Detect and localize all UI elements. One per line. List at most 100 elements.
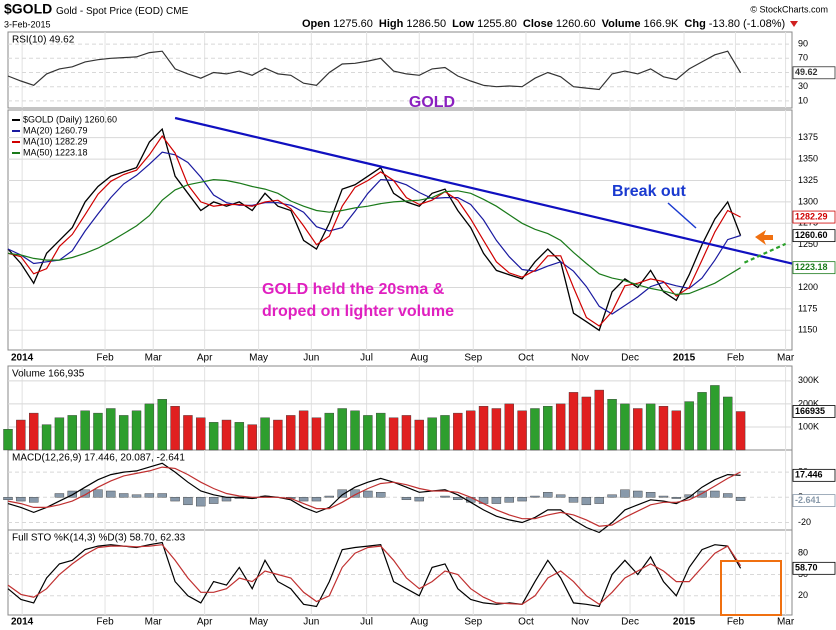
bar [453,412,463,451]
line [7,544,742,606]
bar [376,412,386,451]
line [7,466,741,527]
bar [645,492,656,498]
x-tick-label: May [249,617,268,628]
x-tick-label: Apr [197,353,213,364]
bar [594,389,604,451]
bar [29,497,39,503]
x-tick-label: Feb [727,353,745,364]
bar [735,411,746,451]
y-tick-label: 1150 [798,325,817,335]
bar [157,399,167,451]
bar [273,419,283,451]
line [7,178,741,296]
panel-title: Volume 166,935 [12,369,85,380]
bar [337,489,347,498]
legend-label: MA(20) 1260.79 [23,125,88,135]
breakout-annotation: Break out [612,183,686,200]
end-tag [792,561,836,575]
x-tick-label: Jun [303,617,319,628]
y-tick-label: 1250 [798,239,818,249]
panel-title: MACD(12,26,9) 17.446, 20.087, -2.641 [12,453,185,464]
y-tick-label: 1325 [798,175,818,185]
x-tick-label: Mar [145,353,163,364]
quote-line: Open 1275.60 High 1286.50 Low 1255.80 Close 126… [302,18,785,30]
bar [478,405,489,451]
end-tag-label: 58.70 [795,563,818,573]
y-tick-label: 20 [798,590,808,600]
y-tick-label: 300K [798,375,819,385]
bar [453,497,463,501]
x-tick-label: Oct [518,617,534,628]
bar [106,408,116,451]
bar [363,415,373,451]
legend-label: $GOLD (Daily) 1260.60 [23,114,117,124]
bar [3,429,13,451]
x-tick-label: 2015 [673,617,696,628]
x-tick-label: 2014 [11,353,34,364]
bar [414,497,424,502]
bar [106,490,116,498]
bar [221,419,232,451]
bar [80,410,90,451]
bar [568,392,579,451]
x-tick-label: Mar [145,617,163,628]
bar [234,422,245,451]
end-tag [792,494,836,508]
x-tick-label: Nov [571,353,589,364]
date: 3-Feb-2015 [4,19,51,29]
bar [388,417,399,451]
x-tick-label: Aug [410,353,428,364]
bar [710,385,720,451]
bar [350,489,360,498]
quote-label: Volume [602,18,641,30]
bar [183,497,193,506]
bar [645,403,656,451]
rsi-annotation: GOLD [409,94,455,111]
x-tick-label: Aug [410,617,428,628]
quote-label: Close [523,18,553,30]
end-tag-label: 166935 [795,406,825,416]
x-tick-label: Apr [197,617,213,628]
bar [543,492,553,498]
bar [54,493,65,498]
down-marker [790,21,798,27]
bar [427,417,437,451]
bar [543,405,553,451]
quote-label: Chg [684,18,705,30]
quote-value: 166.9K [644,18,680,30]
bar [208,497,219,504]
end-tag-label: 1260.60 [795,230,828,240]
bar [247,424,257,451]
bar [118,415,129,451]
end-tag [792,405,836,418]
y-tick-label: 200K [798,398,819,408]
x-tick-label: 2014 [11,617,34,628]
bar [620,489,630,498]
bar [196,417,206,451]
bar [170,405,180,451]
bar [440,415,450,451]
x-tick-label: Dec [621,353,639,364]
bar [504,403,514,451]
x-tick-label: Nov [571,617,589,628]
x-tick-label: Mar [777,617,795,628]
y-tick-label: 1350 [798,153,818,163]
line [7,134,741,327]
bar [324,412,335,451]
bar [658,405,669,451]
panel-title: Full STO %K(14,3) %D(3) 58.70, 62.33 [12,533,186,544]
bar [170,497,180,502]
y-tick-label: 70 [798,53,808,63]
bar [337,408,347,451]
bar [16,419,26,451]
bar [183,415,193,451]
end-tag [792,261,836,275]
bar [67,415,77,451]
bar [196,497,206,507]
bar [555,403,566,451]
exchange: CME [166,6,189,17]
x-tick-label: Dec [621,617,639,628]
